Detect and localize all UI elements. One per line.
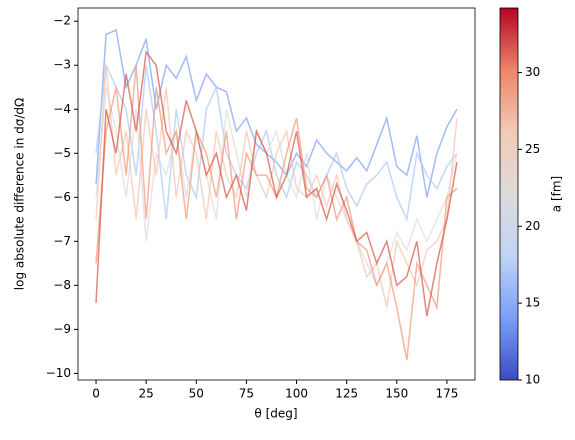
colorbar-tick-label: 30 xyxy=(525,65,540,79)
y-tick-label: −2 xyxy=(53,14,71,28)
y-tick-label: −7 xyxy=(53,234,71,248)
data-line xyxy=(95,87,458,288)
x-tick-label: 125 xyxy=(335,387,358,401)
colorbar-tick-label: 25 xyxy=(525,142,540,156)
y-tick-label: −10 xyxy=(46,366,71,380)
colorbar-tick-label: 15 xyxy=(525,296,540,310)
data-line xyxy=(95,28,458,198)
plot-frame xyxy=(77,7,476,381)
y-tick-label: −3 xyxy=(53,58,71,72)
colorbar-tick-label: 10 xyxy=(525,373,540,387)
x-tick-label: 100 xyxy=(285,387,308,401)
y-tick-label: −4 xyxy=(53,102,71,116)
data-line xyxy=(95,62,458,222)
data-line xyxy=(95,65,458,308)
x-tick-label: 75 xyxy=(239,387,254,401)
y-axis-label: log absolute difference in dσ/dΩ xyxy=(13,98,27,290)
y-tick-label: −5 xyxy=(53,146,71,160)
data-line xyxy=(95,50,458,317)
colorbar-label: a [fm] xyxy=(550,176,564,212)
x-tick-label: 175 xyxy=(435,387,458,401)
x-tick-label: 50 xyxy=(189,387,204,401)
colorbar xyxy=(499,7,519,381)
y-tick-label: −8 xyxy=(53,278,71,292)
y-tick-label: −6 xyxy=(53,190,71,204)
x-axis-label: θ [deg] xyxy=(254,407,297,421)
x-tick-label: 150 xyxy=(385,387,408,401)
x-tick-label: 0 xyxy=(92,387,100,401)
y-tick-label: −9 xyxy=(53,322,71,336)
x-tick-label: 25 xyxy=(139,387,154,401)
colorbar-tick-label: 20 xyxy=(525,219,540,233)
